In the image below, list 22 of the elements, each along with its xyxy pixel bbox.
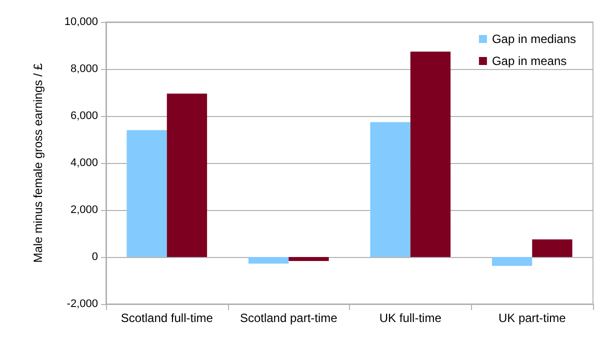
bar <box>166 94 208 257</box>
y-tick-label: 6,000 <box>70 110 98 122</box>
x-tick-label: UK full-time <box>379 311 442 325</box>
x-tick-label: Scotland full-time <box>120 311 214 325</box>
x-tick-label: UK part-time <box>498 311 566 325</box>
y-axis-title: Male minus female gross earnings / £ <box>31 62 45 263</box>
bar <box>370 122 410 257</box>
bar <box>492 257 532 266</box>
y-tick-label: -2,000 <box>66 298 98 310</box>
x-tick-label: Scotland part-time <box>240 311 338 325</box>
y-tick-label: 10,000 <box>64 16 98 28</box>
legend-label: Gap in medians <box>492 32 576 46</box>
y-tick-label: 4,000 <box>70 157 98 169</box>
bar <box>126 130 167 257</box>
y-tick-label: 8,000 <box>70 63 98 75</box>
bar <box>532 239 572 257</box>
bar <box>410 52 451 257</box>
legend-label: Gap in means <box>492 54 567 68</box>
bar <box>248 257 289 264</box>
y-tick-label: 0 <box>92 251 98 263</box>
y-tick-label: 2,000 <box>70 204 98 216</box>
bar <box>288 257 329 261</box>
